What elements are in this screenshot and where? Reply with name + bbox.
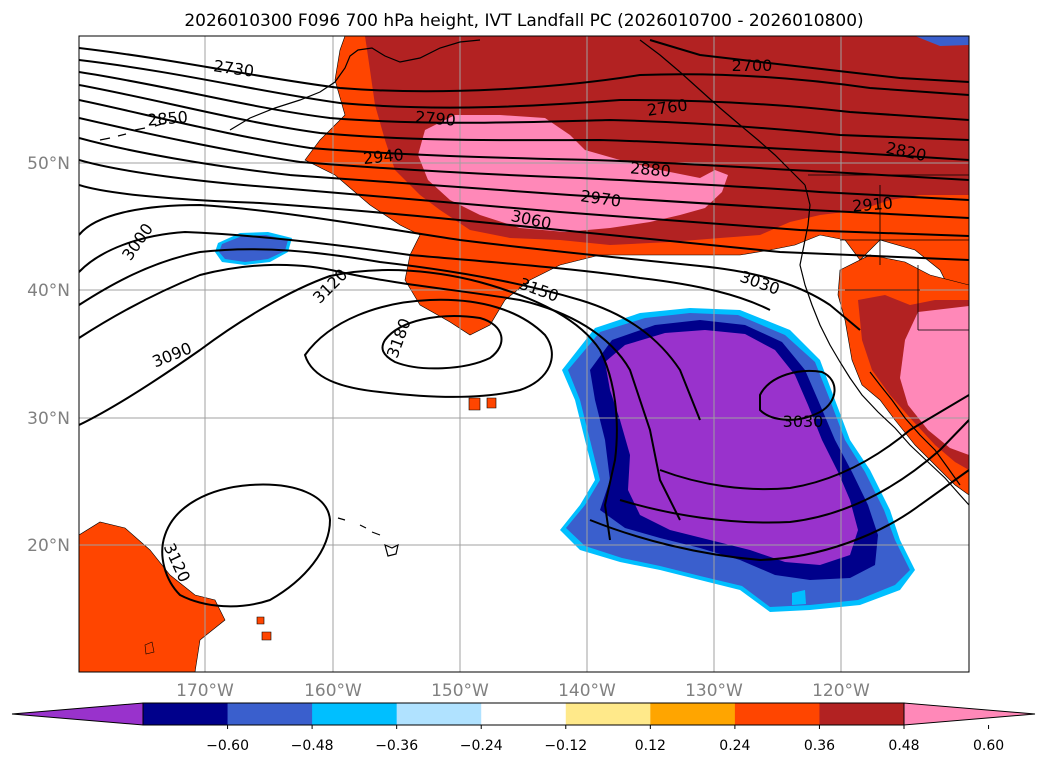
map-title: 2026010300 F096 700 hPa height, IVT Land…: [184, 11, 863, 31]
colorbar-frame: [142, 702, 905, 726]
contour-label: 3030: [783, 412, 824, 431]
ivt-orange-islet-mid1: [468, 397, 481, 411]
height-contours: [79, 39, 969, 608]
ivt-pink-north: [418, 115, 728, 232]
contour-3120-north: [79, 269, 618, 541]
contour-3090: [79, 263, 681, 521]
colorbar-swatch: [396, 703, 482, 725]
lat-label: 40°N: [27, 281, 70, 301]
lat-label: 30°N: [27, 409, 70, 429]
contour-2820: [79, 84, 969, 161]
latitude-labels: 50°N 40°N 30°N 20°N: [27, 154, 70, 556]
colorbar-tick-label: −0.24: [460, 738, 503, 754]
map-area: 2730 2850 3000 3090 2790 2940 3120 3180 …: [79, 36, 969, 672]
colorbar-swatch: [481, 703, 567, 725]
colorbar-tick-label: 0.48: [888, 738, 919, 754]
contour-label: 2700: [732, 56, 773, 75]
contour-2880: [79, 117, 969, 201]
colorbar: −0.60 −0.48 −0.36 −0.24 −0.12 0.12 0.24 0.36 0.4…: [11, 702, 1036, 754]
contour-inner-east: [589, 469, 969, 562]
colorbar-tick-label: −0.12: [544, 738, 587, 754]
lat-label: 20°N: [27, 536, 70, 556]
contour-2760: [79, 59, 969, 121]
colorbar-swatch: [650, 703, 736, 725]
contour-2730: [79, 47, 969, 96]
lat-label: 50°N: [27, 154, 70, 174]
contour-3150: [303, 298, 553, 398]
lon-label: 150°W: [431, 681, 489, 701]
colorbar-tick-label: 0.60: [973, 738, 1004, 754]
lon-label: 140°W: [558, 681, 616, 701]
contour-2850: [79, 99, 969, 181]
aleutian-islands: [99, 122, 166, 141]
contour-2700: [649, 39, 969, 83]
state-lines: [840, 185, 969, 331]
ivt-orange-southwest-islet2: [256, 616, 265, 625]
colorbar-segments: [12, 703, 1035, 725]
map-frame: [78, 35, 970, 673]
ivt-orange-southwest-islet3: [261, 631, 272, 641]
contour-3060: [79, 248, 701, 421]
contour-label: 2790: [414, 107, 456, 129]
colorbar-swatch: [12, 703, 143, 725]
colorbar-swatch: [904, 703, 1035, 725]
ivt-cyan-islet: [792, 590, 806, 605]
lon-label: 130°W: [685, 681, 743, 701]
contour-label: 2850: [146, 107, 188, 129]
colorbar-swatch: [227, 703, 313, 725]
ivt-negative-east: [560, 308, 915, 612]
colorbar-tick-label: −0.60: [206, 738, 249, 754]
ivt-orange-islet-mid2: [486, 397, 497, 409]
colorbar-tick-label: 0.36: [804, 738, 835, 754]
colorbar-swatch: [565, 703, 651, 725]
graticule: [79, 36, 969, 672]
lon-label: 170°W: [176, 681, 234, 701]
colorbar-ticks: −0.60 −0.48 −0.36 −0.24 −0.12 0.12 0.24 0.36 0.4…: [206, 725, 1004, 754]
contour-3030: [79, 230, 771, 311]
colorbar-tick-label: −0.48: [291, 738, 334, 754]
colorbar-tick-label: 0.24: [719, 738, 750, 754]
contour-3120-south: [161, 483, 332, 608]
longitude-labels: 170°W 160°W 150°W 140°W 130°W 120°W: [176, 681, 870, 701]
contour-3030-south: [759, 369, 836, 421]
contour-inner-east-3: [659, 394, 969, 491]
coastline-panhandle: [639, 39, 806, 186]
ivt-purple-east: [605, 330, 858, 565]
colorbar-swatch: [143, 703, 229, 725]
coastline-west-coast: [799, 184, 969, 506]
contour-3180: [381, 315, 503, 370]
hawaii-islands: [337, 517, 399, 557]
colorbar-tick-label: 0.12: [635, 738, 666, 754]
contour-2940: [79, 159, 969, 237]
contour-2790: [79, 71, 969, 141]
contour-label: 2880: [629, 158, 671, 180]
colorbar-swatch: [734, 703, 820, 725]
contour-inner-east-2: [619, 419, 969, 524]
ivt-blue-northeast-corner: [915, 36, 969, 46]
lon-label: 120°W: [812, 681, 870, 701]
ivt-positive-southwest: [79, 397, 497, 672]
contour-3000: [79, 203, 861, 331]
contour-2970: [79, 184, 969, 261]
colorbar-swatch: [312, 703, 398, 725]
coastline-alaska: [229, 39, 481, 131]
colorbar-tick-label: −0.36: [375, 738, 418, 754]
contour-label: 2910: [851, 193, 893, 215]
coastline-baja: [869, 371, 961, 486]
lon-label: 160°W: [304, 681, 362, 701]
contour-label: 2940: [362, 145, 404, 168]
ivt-orange-southwest-islet1: [144, 641, 155, 655]
contour-2910: [79, 137, 969, 219]
colorbar-swatch: [819, 703, 905, 725]
